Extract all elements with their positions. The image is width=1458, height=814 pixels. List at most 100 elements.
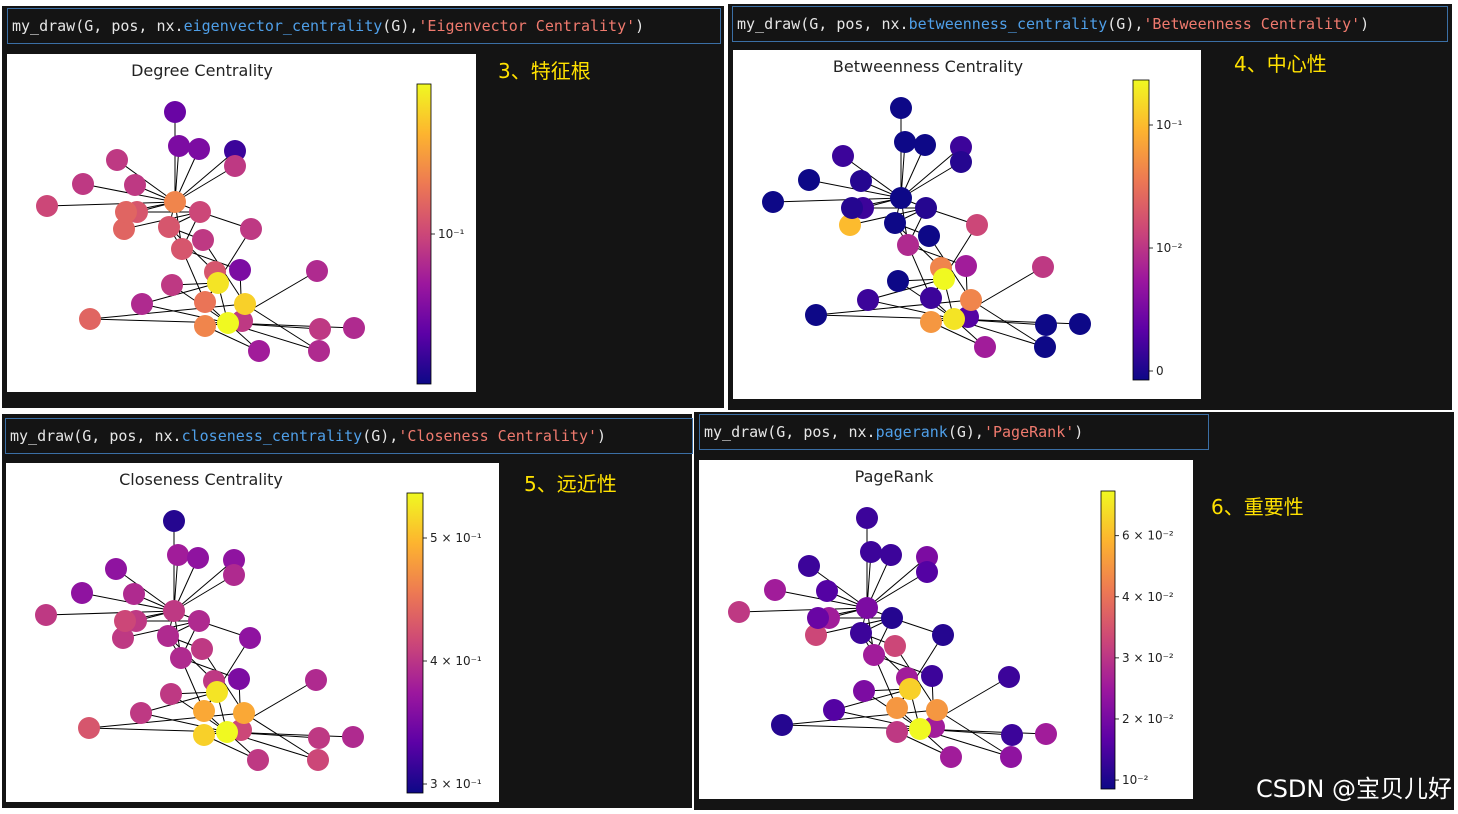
- nodes: [36, 101, 365, 362]
- graph-node: [974, 336, 996, 358]
- graph-node: [890, 97, 912, 119]
- graph-node: [342, 726, 364, 748]
- chart-title: Betweenness Centrality: [833, 57, 1023, 76]
- colorbar: [406, 492, 424, 794]
- graph-node: [106, 149, 128, 171]
- colorbar: [1132, 79, 1150, 381]
- graph-node: [36, 195, 58, 217]
- graph-node: [35, 604, 57, 626]
- graph-node: [164, 101, 186, 123]
- code-text: my_draw(G, pos, nx.: [10, 427, 182, 445]
- graph-node: [920, 311, 942, 333]
- graph-node: [998, 666, 1020, 688]
- graph-edge: [808, 565, 868, 609]
- graph-node: [305, 669, 327, 691]
- graph-node: [78, 717, 100, 739]
- code-text: ): [1074, 423, 1084, 441]
- graph-node: [832, 145, 854, 167]
- graph-node: [247, 749, 269, 771]
- graph-node: [217, 312, 239, 334]
- graph-node: [194, 315, 216, 337]
- graph-edge: [900, 161, 962, 199]
- graph-node: [857, 289, 879, 311]
- figure-pagerank: PageRank 6 × 10⁻² 4 × 10⁻² 3 × 10⁻² 2 × 10⁻²…: [699, 460, 1193, 799]
- graph-node: [194, 291, 216, 313]
- graph-node: [762, 191, 784, 213]
- code-text: my_draw(G, pos, nx.: [12, 17, 184, 35]
- graph-node: [191, 638, 213, 660]
- graph-node: [816, 580, 838, 602]
- graph-node: [343, 317, 365, 339]
- graph-node: [909, 718, 931, 740]
- code-text: my_draw(G, pos, nx.: [737, 15, 909, 33]
- graph-node: [728, 601, 750, 623]
- graph-node: [164, 191, 186, 213]
- graph-node: [224, 155, 246, 177]
- graph-node: [1001, 724, 1023, 746]
- graph-node: [1032, 256, 1054, 278]
- code-text: (G),: [1107, 15, 1144, 33]
- chart-title: PageRank: [855, 467, 934, 486]
- graph-node: [223, 564, 245, 586]
- graph-edge: [900, 146, 962, 199]
- colorbar-tick-label: 2 × 10⁻²: [1122, 712, 1174, 726]
- graph-node: [940, 746, 962, 768]
- graph-node: [233, 702, 255, 724]
- graph-node: [248, 340, 270, 362]
- graph-edge: [141, 282, 219, 305]
- colorbar-tick-label: 6 × 10⁻²: [1122, 529, 1174, 543]
- graph-edge: [173, 574, 235, 612]
- graph-node: [308, 340, 330, 362]
- code-string: 'Closeness Centrality': [398, 427, 598, 445]
- graph-node: [234, 293, 256, 315]
- graph-node: [856, 597, 878, 619]
- graph-node: [112, 627, 134, 649]
- graph-node: [1035, 723, 1057, 745]
- code-function: pagerank: [875, 423, 948, 441]
- graph-node: [805, 624, 827, 646]
- code-text: ): [597, 427, 607, 445]
- graph-node: [161, 274, 183, 296]
- graph-node: [884, 635, 906, 657]
- graph-node: [228, 668, 250, 690]
- graph-node: [171, 238, 193, 260]
- graph-node: [850, 170, 872, 192]
- graph-node: [123, 583, 145, 605]
- note-eigenvector: 3、特征根: [498, 59, 591, 83]
- graph-edge: [781, 709, 938, 726]
- graph-node: [130, 702, 152, 724]
- code-cell-pagerank[interactable]: my_draw(G, pos, nx. pagerank (G), 'PageRan…: [699, 414, 1209, 450]
- graph-node: [839, 214, 861, 236]
- code-string: 'Eigenvector Centrality': [418, 17, 636, 35]
- graph-edge: [88, 712, 245, 729]
- graph-node: [807, 607, 829, 629]
- graph-edge: [174, 165, 236, 203]
- code-cell-closeness[interactable]: my_draw(G, pos, nx. closeness_centrality(…: [5, 418, 693, 454]
- graph-node: [163, 600, 185, 622]
- code-cell-eigenvector[interactable]: my_draw(G, pos, nx. eigenvector_centralit…: [7, 8, 721, 44]
- note-closeness: 5、远近性: [524, 472, 617, 496]
- graph-node: [920, 287, 942, 309]
- colorbar-tick-label: 10⁻²: [1156, 241, 1183, 255]
- graph-node: [841, 197, 863, 219]
- graph-node: [193, 724, 215, 746]
- graph-edge: [46, 201, 176, 207]
- graph-node: [853, 680, 875, 702]
- note-pagerank: 6、重要性: [1211, 495, 1304, 519]
- graph-edge: [866, 571, 928, 609]
- graph-node: [157, 625, 179, 647]
- graph-node: [966, 214, 988, 236]
- figure-eigenvector: Degree Centrality 10⁻¹: [7, 54, 476, 392]
- colorbar-tick-label: 0: [1156, 364, 1164, 378]
- code-text: (G),: [362, 427, 399, 445]
- graph-node: [306, 260, 328, 282]
- graph-node: [189, 201, 211, 223]
- graph-node: [239, 627, 261, 649]
- graph-node: [113, 218, 135, 240]
- graph-node: [163, 510, 185, 532]
- graph-edge: [833, 688, 911, 711]
- code-cell-betweenness[interactable]: my_draw(G, pos, nx. betweenness_centralit…: [732, 6, 1448, 42]
- nodes: [762, 97, 1091, 358]
- graph-node: [115, 201, 137, 223]
- graph-node: [881, 607, 903, 629]
